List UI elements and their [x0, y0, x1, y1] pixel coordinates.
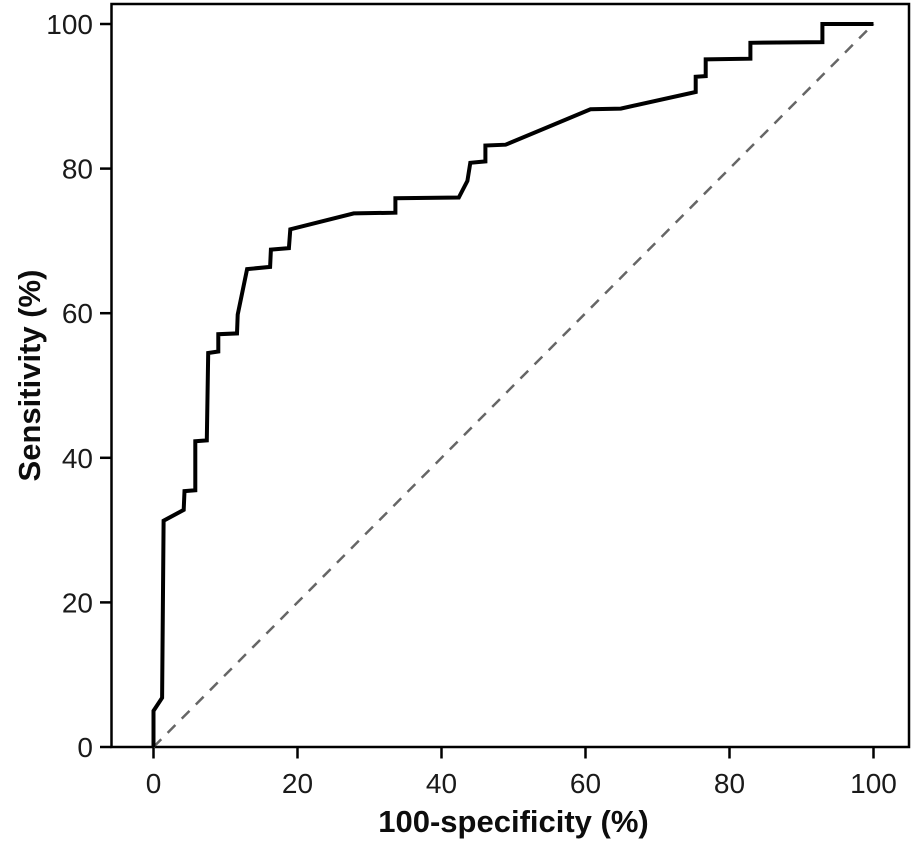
x-axis-tick-label-0: 0 — [146, 768, 162, 799]
y-axis-tick-label-20: 20 — [62, 587, 93, 618]
x-axis-tick-label-20: 20 — [282, 768, 313, 799]
y-axis-tick-label-100: 100 — [46, 9, 93, 40]
x-axis-label: 100-specificity (%) — [378, 804, 649, 839]
y-axis-label: Sensitivity (%) — [12, 270, 47, 482]
x-axis-tick-label-60: 60 — [570, 768, 601, 799]
y-axis-tick-label-0: 0 — [77, 732, 93, 763]
x-axis-tick-label-100: 100 — [850, 768, 897, 799]
x-axis-tick-label-80: 80 — [714, 768, 745, 799]
plot-frame — [110, 2, 911, 749]
x-axis-ticks: 0 20 40 60 80 100 — [146, 747, 897, 799]
y-axis-ticks: 0 20 40 60 80 100 — [46, 9, 112, 763]
reference-diagonal-line — [152, 23, 875, 748]
y-axis-tick-label-40: 40 — [62, 443, 93, 474]
y-axis-tick-label-60: 60 — [62, 298, 93, 329]
roc-curve-line — [151, 22, 874, 747]
x-axis-tick-label-40: 40 — [426, 768, 457, 799]
y-axis-tick-label-80: 80 — [62, 154, 93, 185]
